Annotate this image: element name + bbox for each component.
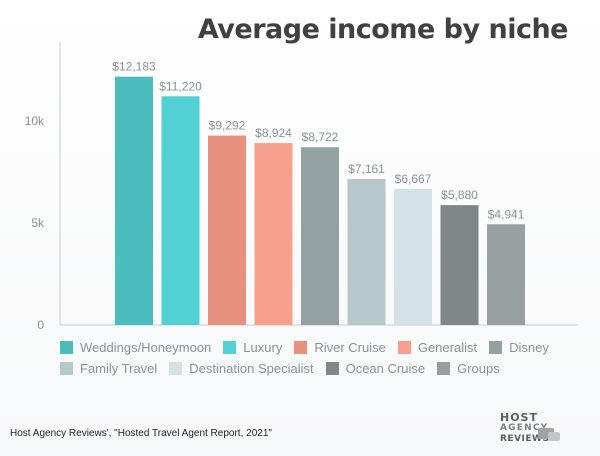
- legend-label: Luxury: [243, 340, 283, 355]
- legend-item: Destination Specialist: [169, 361, 314, 376]
- legend-item: Disney: [489, 340, 549, 355]
- bar-value-label: $8,722: [302, 130, 339, 144]
- legend-swatch: [60, 341, 73, 354]
- legend-swatch: [60, 362, 73, 375]
- chart-title: Average income by niche: [197, 14, 569, 45]
- source-note: Host Agency Reviews', "Hosted Travel Age…: [10, 428, 272, 439]
- logo-line-agency: AGENCY: [500, 423, 549, 433]
- legend-swatch: [489, 341, 503, 354]
- legend-item: River Cruise: [294, 340, 386, 355]
- bar: [487, 224, 525, 325]
- legend-label: Ocean Cruise: [345, 361, 426, 376]
- bar: [161, 96, 200, 326]
- bar: [347, 179, 386, 325]
- bar: [115, 76, 153, 325]
- legend-label: Weddings/Honeymoon: [80, 340, 212, 355]
- logo-line-host: HOST: [500, 411, 538, 424]
- y-tick-labels: 0 5k 10k: [25, 114, 45, 332]
- legend-swatch: [223, 341, 237, 354]
- bar: [254, 143, 293, 325]
- legend-swatch: [325, 362, 339, 375]
- legend-item: Luxury: [223, 340, 282, 355]
- chat-bubble-icon-small: [548, 432, 560, 441]
- legend-label: River Cruise: [314, 340, 386, 355]
- legend-item: Generalist: [397, 340, 478, 355]
- host-agency-reviews-logo: HOST AGENCY REVIEWS: [494, 410, 574, 450]
- legend-item: Family Travel: [60, 361, 157, 376]
- legend: Weddings/Honeymoon Luxury River Cruise Gene…: [60, 340, 580, 376]
- legend-label: Generalist: [417, 340, 478, 355]
- chat-bubble-icon: [538, 428, 554, 439]
- legend-label: Destination Specialist: [189, 361, 314, 376]
- bar: [301, 147, 339, 325]
- logo-line-reviews: REVIEWS: [500, 434, 550, 444]
- legend-label: Disney: [509, 340, 549, 355]
- legend-item: Weddings/Honeymoon: [60, 340, 211, 355]
- y-tick-label: 10k: [25, 114, 45, 128]
- bar-value-label: $9,292: [209, 119, 246, 133]
- value-labels: $12,183$11,220 $9,292 $8,924 $8,722 $7,161 $6…: [112, 60, 524, 222]
- legend-swatch: [437, 362, 451, 375]
- bar-chart: $12,183$11,220 $9,292 $8,924 $8,722 $7,161 $6…: [25, 42, 578, 332]
- bar: [394, 189, 432, 325]
- bar: [208, 135, 246, 325]
- legend-item: Groups: [437, 361, 500, 376]
- bar-value-label: $5,880: [441, 188, 478, 202]
- legend-swatch: [169, 362, 183, 375]
- bar-value-label: $8,924: [255, 126, 292, 140]
- bar-value-label: $7,161: [348, 162, 385, 176]
- y-tick-label: 5k: [31, 216, 45, 230]
- legend-swatch: [294, 341, 308, 354]
- legend-item: Ocean Cruise: [325, 361, 426, 376]
- legend-label: Groups: [457, 361, 500, 376]
- y-tick-label: 0: [37, 318, 44, 332]
- bars: [115, 76, 525, 326]
- legend-swatch: [397, 341, 411, 354]
- legend-label: Family Travel: [80, 361, 158, 376]
- bar-value-label: $6,667: [395, 172, 432, 186]
- bar: [440, 205, 479, 325]
- bar-value-label: $11,220: [159, 79, 202, 93]
- bar-value-label: $12,183: [112, 60, 156, 74]
- bar-value-label: $4,941: [488, 207, 525, 221]
